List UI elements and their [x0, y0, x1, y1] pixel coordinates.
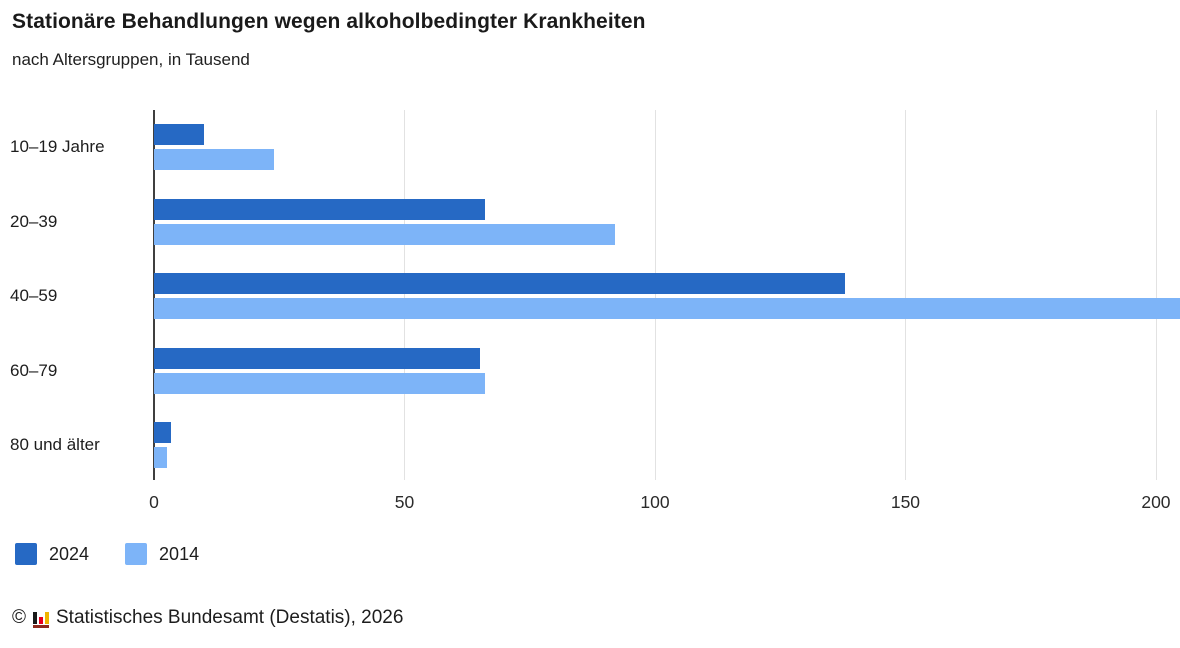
gridline-150 [905, 110, 906, 480]
category-label: 60–79 [10, 360, 58, 380]
x-tick-label-200: 200 [1141, 492, 1171, 512]
category-label: 10–19 Jahre [10, 137, 105, 156]
legend-label: 2024 [49, 543, 90, 564]
legend-item-2014[interactable]: 2014 [125, 543, 199, 565]
bar-2024-group4[interactable] [154, 347, 480, 369]
source-attribution: © Statistisches Bundesamt (Destatis), 20… [12, 607, 403, 629]
bar-2014-group4[interactable] [154, 372, 485, 394]
y-axis-line [153, 110, 155, 480]
x-tick-label-150: 150 [890, 492, 921, 512]
gridline-50 [404, 110, 405, 480]
gridline-100 [655, 110, 656, 480]
bar-2024-group5[interactable] [154, 422, 171, 443]
legend: 2024 2014 [15, 543, 199, 565]
bar-2014-group5[interactable] [154, 447, 167, 468]
category-label: 40–59 [10, 286, 58, 305]
category-label: 80 und älter [10, 435, 100, 454]
bar-2014-group3[interactable] [154, 298, 1180, 319]
plot-area [154, 110, 1180, 480]
bar-2024-group1[interactable] [154, 124, 204, 145]
category-label: 20–39 [10, 211, 58, 231]
bar-2024-group3[interactable] [154, 273, 845, 294]
legend-swatch-2024 [15, 543, 37, 565]
x-tick-label-100: 100 [640, 492, 670, 512]
legend-item-2024[interactable]: 2024 [15, 543, 89, 565]
bar-2024-group2[interactable] [154, 198, 485, 220]
legend-swatch-2014 [125, 543, 148, 565]
bar-2014-group1[interactable] [154, 149, 274, 170]
destatis-logo-icon [33, 608, 49, 628]
source-text: Statistisches Bundesamt (Destatis), 2026 [56, 607, 404, 628]
chart-subtitle: nach Altersgruppen, in Tausend [12, 50, 250, 69]
legend-label: 2014 [159, 543, 200, 564]
chart-title: Stationäre Behandlungen wegen alkoholbed… [12, 10, 646, 33]
copyright-symbol: © [12, 607, 26, 628]
gridline-200 [1156, 110, 1157, 480]
x-tick-label-0: 0 [149, 492, 159, 512]
bar-2014-group2[interactable] [154, 223, 615, 245]
x-tick-label-50: 50 [394, 492, 415, 512]
